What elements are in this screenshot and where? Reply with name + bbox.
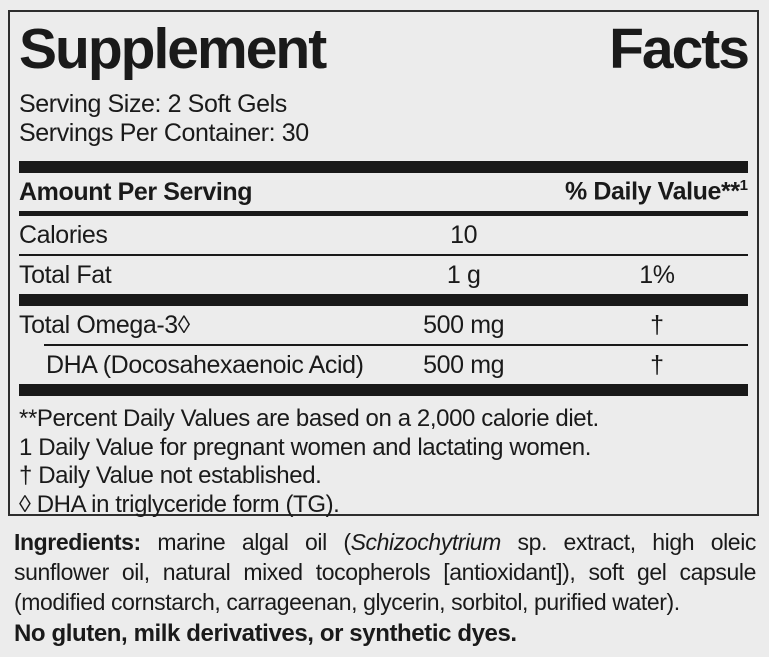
ingredients-label: Ingredients: [14,529,141,555]
daily-value-header: % Daily Value**1 [565,177,748,206]
separator-thin-indented [44,344,748,346]
table-row-calories: Calories 10 [19,216,748,254]
nutrient-amount: 1 g [446,260,481,289]
servings-per-container-text: Servings Per Container: 30 [19,119,309,147]
separator-medium [19,211,748,216]
supplement-facts-panel: Supplement Facts Serving Size: 2 Soft Ge… [8,10,759,519]
nutrient-name: Total Omega-3◊ [19,310,190,339]
separator-thick [19,161,748,173]
separator-thin [19,254,748,256]
nutrient-daily-value: † [650,350,664,379]
footnote-percent-dv: **Percent Daily Values are based on a 2,… [19,405,599,432]
table-row-total-fat: Total Fat 1 g 1% [19,256,748,294]
nutrient-amount: 500 mg [423,350,505,379]
footnote-dha-tg-form: ◊ DHA in triglyceride form (TG). [19,490,340,518]
ingredients-paragraph: Ingredients: marine algal oil (Schizochy… [14,527,756,617]
serving-info: Serving Size: 2 Soft Gels Servings Per C… [19,90,748,148]
ingredients-text-1: marine algal oil ( [140,529,351,555]
footnote-pregnant-lactating: 1 Daily Value for pregnant women and lac… [19,433,592,461]
nutrient-name: Total Fat [19,260,112,289]
ingredients-species-name: Schizochytrium [350,529,502,555]
allergen-claims-text: No gluten, milk derivatives, or syntheti… [14,620,517,647]
nutrient-name: DHA (Docosahexaenoic Acid) [46,350,364,379]
separator-thick [19,294,748,306]
panel-title: Supplement Facts [19,17,750,81]
table-row-dha: DHA (Docosahexaenoic Acid) 500 mg † [19,346,748,384]
ingredients-text-2: sp. extract, high oleic sunflower oil, n… [14,529,757,615]
table-header-row: Amount Per Serving % Daily Value**1 [19,173,748,211]
daily-value-footnote-marker: 1 [739,177,748,195]
footnotes-block: **Percent Daily Values are based on a 2,… [19,396,748,519]
amount-per-serving-header: Amount Per Serving [19,177,253,206]
nutrient-daily-value: † [650,310,664,339]
separator-thick [19,384,748,396]
nutrient-amount: 10 [450,220,478,249]
nutrient-name: Calories [19,220,108,249]
nutrient-daily-value: 1% [639,260,675,289]
nutrient-amount: 500 mg [423,310,505,339]
footnote-dv-not-established: † Daily Value not established. [19,462,322,489]
serving-size-text: Serving Size: 2 Soft Gels [19,90,287,118]
table-row-total-omega3: Total Omega-3◊ 500 mg † [19,306,748,344]
